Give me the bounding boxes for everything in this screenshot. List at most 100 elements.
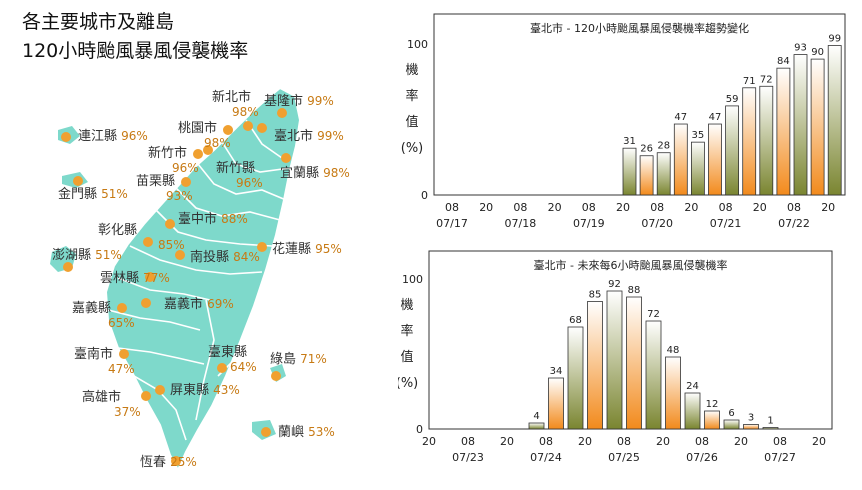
taiwan-map: 新北市 98% 基隆市 99% 桃園市 98% 臺北市 99% 連江縣 96% 新竹… (0, 60, 400, 490)
x-date-label: 07/24 (530, 451, 562, 464)
dot-green-island (271, 371, 281, 381)
bar (684, 392, 701, 430)
bar-value-label: 68 (569, 315, 582, 326)
dot-penghu (63, 262, 73, 272)
dot-orchid-island (261, 427, 271, 437)
y-axis-label-char: 機 (405, 63, 418, 78)
trend-chart: 臺北市 - 120小時颱風暴風侵襲機率趨勢變化 0 100 機率值 (%) 31 26 28 4… (401, 13, 846, 230)
label-lienchiang: 連江縣 96% (78, 129, 148, 144)
bar-value-label: 93 (794, 43, 807, 54)
x-hour-label: 20 (812, 435, 826, 448)
dot-taoyuan (223, 125, 233, 135)
taiwan-map-shape (50, 86, 302, 473)
x-hour-label: 20 (656, 435, 670, 448)
label-taoyuan: 桃園市 98% (178, 121, 231, 151)
bar-value-label: 85 (589, 290, 602, 301)
bar (723, 419, 740, 430)
bar-value-label: 28 (657, 141, 670, 152)
label-orchid-island: 蘭嶼 53% (278, 425, 335, 440)
label-taichung: 臺中市 88% (178, 212, 248, 227)
page-title: 各主要城市及離島 120小時颱風暴風侵襲機率 (22, 8, 248, 66)
dot-nantou (175, 250, 185, 260)
bar-value-label: 24 (686, 381, 699, 392)
dot-hsinchu-city (193, 149, 203, 159)
bar-value-label: 3 (748, 413, 754, 424)
y-tick-label: 0 (416, 423, 423, 436)
x-hour-label: 20 (422, 435, 436, 448)
x-hour-label: 08 (445, 201, 459, 214)
bar (810, 58, 825, 196)
bar-value-label: 26 (640, 144, 653, 155)
chart-frame (433, 13, 846, 196)
bar-value-label: 4 (533, 411, 539, 422)
dot-chiayi-county (117, 303, 127, 313)
label-yilan: 宜蘭縣 98% (280, 166, 350, 181)
y-axis-label-char: (%) (401, 141, 424, 156)
bar-value-label: 47 (674, 112, 687, 123)
title-line-1: 各主要城市及離島 (22, 11, 175, 33)
dot-tainan (119, 349, 129, 359)
bar (708, 123, 722, 196)
label-hsinchu-county: 新竹縣 96% (216, 161, 263, 191)
bar-value-label: 92 (608, 279, 621, 290)
six-hour-chart: 臺北市 - 未來每6小時颱風暴風侵襲機率 0 100 機率值 (%) 4 34 68 85 92 8… (398, 250, 833, 464)
label-chiayi-county: 嘉義縣 65% (72, 301, 135, 331)
x-hour-label: 08 (461, 435, 475, 448)
dot-taipei (257, 123, 267, 133)
label-hengchun: 恆春 25% (140, 455, 197, 470)
y-tick-label: 100 (407, 38, 428, 51)
bar (690, 141, 705, 196)
bar (665, 356, 681, 430)
x-date-label: 07/27 (764, 451, 796, 464)
dot-chiayi-city (141, 298, 151, 308)
bar-value-label: 31 (623, 136, 636, 147)
label-nantou: 南投縣 84% (190, 250, 260, 265)
x-hour-label: 08 (617, 435, 631, 448)
dot-kinmen (73, 176, 83, 186)
label-new-taipei: 新北市 98% (212, 90, 259, 120)
dot-changhua (143, 237, 153, 247)
dot-hengchun (171, 456, 181, 466)
y-axis-label-char: (%) (398, 376, 418, 391)
bar (606, 290, 623, 430)
bar (793, 54, 808, 196)
label-kaohsiung: 高雄市 37% (82, 390, 141, 420)
bar-value-label: 12 (706, 399, 719, 410)
x-date-label: 07/20 (641, 217, 673, 230)
y-axis-label-char: 值 (405, 114, 418, 130)
dot-yilan (281, 153, 291, 163)
dot-hsinchu-county (203, 145, 213, 155)
bar-value-label: 71 (743, 76, 756, 87)
bar (639, 155, 654, 196)
x-date-label: 07/23 (452, 451, 484, 464)
bar-value-label: 1 (767, 416, 773, 427)
bar-value-label: 59 (726, 94, 739, 105)
label-taipei: 臺北市 99% (274, 129, 344, 144)
dot-kaohsiung (141, 391, 151, 401)
x-hour-label: 08 (513, 201, 527, 214)
dot-taichung (165, 219, 175, 229)
city-dots (61, 108, 291, 466)
x-date-label: 07/21 (710, 217, 742, 230)
chart-title: 臺北市 - 120小時颱風暴風侵襲機率趨勢變化 (530, 21, 749, 35)
dot-lienchiang (61, 132, 71, 142)
chart-title: 臺北市 - 未來每6小時颱風暴風侵襲機率 (534, 258, 728, 272)
dot-keelung (277, 108, 287, 118)
label-hsinchu-city: 新竹市 96% (148, 146, 199, 176)
bar (626, 296, 642, 430)
y-axis-label-char: 率 (400, 323, 413, 339)
dot-taitung (217, 363, 227, 373)
county-borders (107, 119, 291, 441)
bar-value-label: 48 (667, 345, 680, 356)
bar-value-label: 35 (692, 130, 705, 141)
bar-value-label: 34 (550, 366, 563, 377)
bar (742, 87, 757, 196)
x-hour-label: 20 (684, 201, 698, 214)
label-green-island: 綠島 71% (270, 352, 327, 367)
bar (645, 320, 662, 430)
x-hour-label: 20 (548, 201, 562, 214)
bar-value-label: 47 (709, 112, 722, 123)
bar (567, 326, 584, 430)
bar (776, 67, 791, 196)
bar-value-label: 6 (728, 408, 734, 419)
